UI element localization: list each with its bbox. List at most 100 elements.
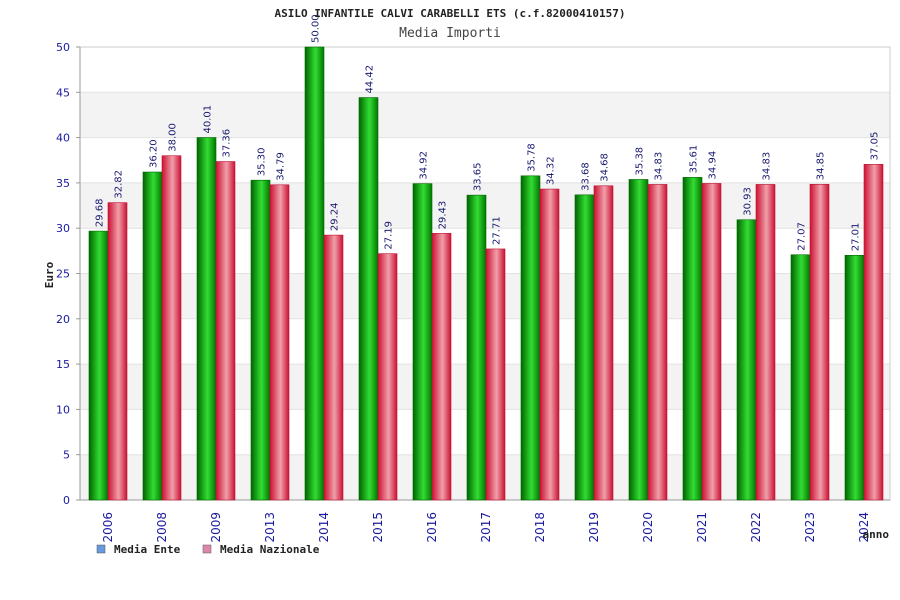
- bar-media-ente-2013: [250, 179, 271, 501]
- chart-title: ASILO INFANTILE CALVI CARABELLI ETS (c.f…: [275, 7, 626, 20]
- x-tick-label: 2023: [803, 512, 817, 543]
- value-label: 40.01: [203, 105, 214, 134]
- value-label: 44.42: [365, 65, 376, 94]
- value-labels: 29.68 36.20 40.01 35.30 50.00 44.42 34.92 33.65…: [95, 14, 881, 251]
- bars: [88, 46, 884, 501]
- y-tick-label: 30: [56, 222, 70, 235]
- value-label: 34.83: [654, 152, 665, 181]
- value-label: 35.61: [689, 145, 700, 174]
- bar-media-nazionale-2016: [431, 233, 452, 501]
- bar-media-nazionale-2006: [107, 202, 128, 501]
- chart-subtitle: Media Importi: [399, 26, 501, 41]
- value-label: 32.82: [114, 170, 125, 199]
- value-label: 34.92: [419, 151, 430, 180]
- value-label: 29.43: [438, 201, 449, 230]
- value-label: 30.93: [743, 187, 754, 216]
- bar-media-nazionale-2019: [593, 185, 614, 501]
- value-label: 34.85: [816, 152, 827, 181]
- bar-media-ente-2015: [358, 97, 379, 501]
- y-tick-labels: 0 5 10 15 20 25 30 35 40 45 50: [56, 41, 80, 507]
- bar-media-nazionale-2014: [323, 234, 344, 501]
- bar-media-nazionale-2008: [161, 155, 182, 501]
- x-tick-label: 2017: [479, 512, 493, 543]
- grid-band: [80, 47, 890, 93]
- bar-media-nazionale-2021: [701, 183, 722, 501]
- bar-media-nazionale-2024: [863, 164, 884, 501]
- value-label: 34.94: [708, 151, 719, 180]
- bar-media-ente-2009: [196, 137, 217, 501]
- x-tick-label: 2018: [533, 512, 547, 543]
- bar-media-nazionale-2023: [809, 183, 830, 501]
- y-tick-label: 15: [56, 358, 70, 371]
- x-tick-label: 2024: [857, 512, 871, 543]
- bar-media-ente-2019: [574, 194, 595, 501]
- x-tick-label: 2008: [155, 512, 169, 543]
- y-tick-label: 25: [56, 268, 70, 281]
- value-label: 29.24: [330, 202, 341, 231]
- x-tick-label: 2015: [371, 512, 385, 543]
- x-tick-labels: 2006 2008 2009 2013 2014 2015 2016 2017 2018 2019…: [101, 512, 871, 543]
- value-label: 35.78: [527, 143, 538, 172]
- legend-label-media-nazionale: Media Nazionale: [220, 543, 320, 556]
- bar-media-nazionale-2009: [215, 161, 236, 501]
- value-label: 34.32: [546, 156, 557, 185]
- value-label: 38.00: [168, 123, 179, 152]
- y-tick-label: 50: [56, 41, 70, 54]
- bar-media-nazionale-2022: [755, 184, 776, 501]
- value-label: 34.83: [762, 152, 773, 181]
- x-tick-label: 2019: [587, 512, 601, 543]
- x-tick-label: 2006: [101, 512, 115, 543]
- legend: Media Ente Media Nazionale: [96, 543, 320, 556]
- y-tick-label: 5: [63, 449, 70, 462]
- y-tick-label: 40: [56, 132, 70, 145]
- bar-media-nazionale-2020: [647, 184, 668, 501]
- value-label: 50.00: [311, 14, 322, 43]
- x-axis-label: anno: [863, 528, 890, 541]
- x-tick-label: 2016: [425, 512, 439, 543]
- value-label: 27.07: [797, 222, 808, 251]
- y-axis-label: Euro: [43, 261, 56, 288]
- bar-media-ente-2022: [736, 219, 757, 501]
- bar-media-ente-2021: [682, 177, 703, 501]
- bar-media-nazionale-2013: [269, 184, 290, 501]
- value-label: 27.19: [384, 221, 395, 250]
- value-label: 35.30: [257, 148, 268, 177]
- bar-media-ente-2008: [142, 171, 163, 501]
- value-label: 33.65: [473, 162, 484, 191]
- bar-media-ente-2018: [520, 175, 541, 501]
- legend-swatch-media-ente: [96, 544, 106, 554]
- bar-media-ente-2024: [844, 254, 865, 501]
- bar-media-ente-2014: [304, 46, 325, 501]
- bar-media-nazionale-2015: [377, 253, 398, 501]
- x-tick-label: 2009: [209, 512, 223, 543]
- bar-media-nazionale-2017: [485, 248, 506, 501]
- value-label: 27.71: [492, 216, 503, 245]
- x-tick-label: 2022: [749, 512, 763, 543]
- legend-swatch-media-nazionale: [202, 544, 212, 554]
- y-tick-label: 0: [63, 494, 70, 507]
- value-label: 27.01: [851, 223, 862, 252]
- bar-media-ente-2017: [466, 194, 487, 501]
- y-tick-label: 20: [56, 313, 70, 326]
- bar-media-ente-2016: [412, 183, 433, 501]
- bar-media-ente-2006: [88, 230, 109, 501]
- value-label: 33.68: [581, 162, 592, 191]
- value-label: 36.20: [149, 139, 160, 168]
- bar-media-ente-2023: [790, 254, 811, 501]
- value-label: 35.38: [635, 147, 646, 176]
- y-tick-label: 35: [56, 177, 70, 190]
- y-tick-label: 45: [56, 86, 70, 99]
- x-tick-label: 2020: [641, 512, 655, 543]
- legend-label-media-ente: Media Ente: [114, 543, 181, 556]
- value-label: 29.68: [95, 198, 106, 227]
- value-label: 34.79: [276, 152, 287, 181]
- y-tick-label: 10: [56, 403, 70, 416]
- value-label: 37.05: [870, 132, 881, 161]
- bar-media-nazionale-2018: [539, 188, 560, 501]
- grid-band: [80, 92, 890, 138]
- value-label: 37.36: [222, 129, 233, 158]
- x-tick-label: 2014: [317, 512, 331, 543]
- x-tick-label: 2013: [263, 512, 277, 543]
- value-label: 34.68: [600, 153, 611, 182]
